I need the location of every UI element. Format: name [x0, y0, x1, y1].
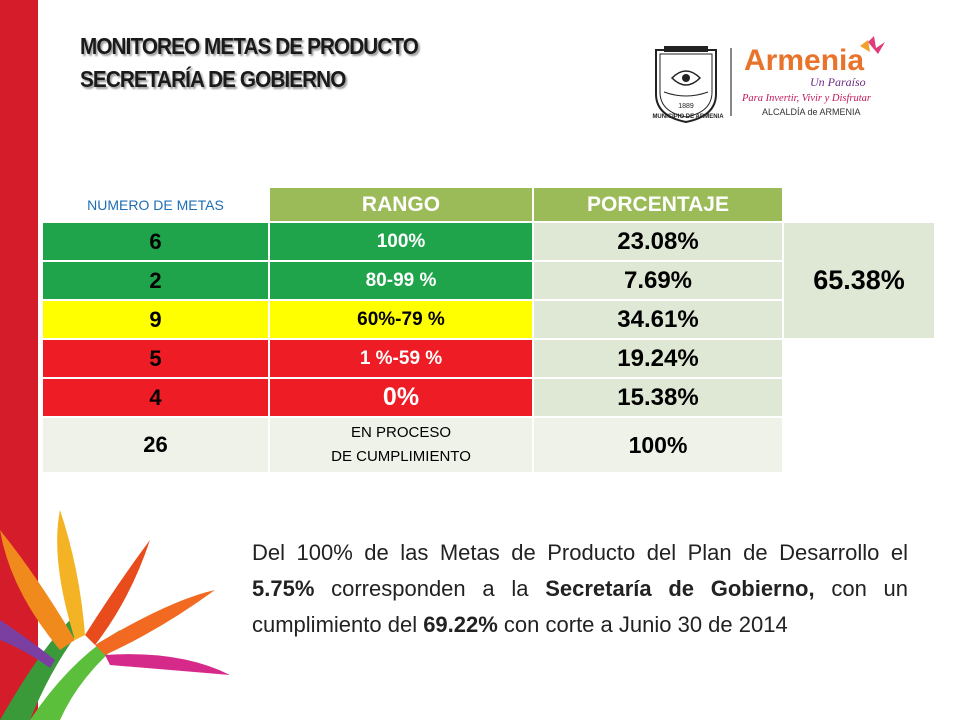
- armenia-brand-logo: Armenia Un Paraíso Para Invertir, Vivir …: [741, 36, 885, 117]
- rango-total-cell: EN PROCESO DE CUMPLIMIENTO: [268, 416, 534, 474]
- table-row: 4 0% 15.38%: [41, 377, 935, 418]
- brand-subtitle: Un Paraíso: [810, 75, 866, 89]
- summary-paragraph: Del 100% de las Metas de Producto del Pl…: [252, 535, 908, 643]
- rango-cell: 60%-79 %: [268, 299, 534, 340]
- para-text-3: con un cumplimiento del: [252, 576, 908, 637]
- bird-of-paradise-decoration: [0, 510, 230, 720]
- table-row: 2 80-99 % 7.69%: [41, 260, 935, 301]
- para-bold-share: 5.75%: [252, 576, 315, 601]
- rango-cell: 0%: [268, 377, 534, 418]
- logo-divider: [730, 48, 732, 116]
- rango-total-line-2: DE CUMPLIMIENTO: [331, 448, 471, 465]
- municipal-seal-logo: 1889: [655, 46, 717, 124]
- rango-cell: 1 %-59 %: [268, 338, 534, 379]
- para-bold-cumplimiento: 69.22%: [423, 612, 498, 637]
- table-row-total: 26 EN PROCESO DE CUMPLIMIENTO 100%: [41, 416, 935, 474]
- header-rango: RANGO: [268, 186, 534, 223]
- metas-table: NUMERO DE METAS RANGO PORCENTAJE 6 100% …: [41, 186, 936, 474]
- para-bold-secretaria: Secretaría de Gobierno,: [545, 576, 815, 601]
- porcentaje-cell: 7.69%: [532, 260, 784, 301]
- brand-tagline: Para Invertir, Vivir y Disfrutar: [741, 93, 872, 104]
- table-row: 9 60%-79 % 34.61%: [41, 299, 935, 340]
- porcentaje-cell: 23.08%: [532, 221, 784, 262]
- metas-cell: 5: [41, 338, 270, 379]
- brand-name: Armenia: [744, 44, 864, 77]
- title-line-1: MONITOREO METAS DE PRODUCTO: [80, 33, 419, 59]
- metas-cell: 6: [41, 221, 270, 262]
- porcentaje-cell: 15.38%: [532, 377, 784, 418]
- porcentaje-total-cell: 100%: [532, 416, 784, 474]
- summary-percentage-cell: 65.38%: [782, 221, 936, 340]
- table-row: 5 1 %-59 % 19.24%: [41, 338, 935, 379]
- header-numero-metas: NUMERO DE METAS: [41, 186, 270, 223]
- metas-cell: 2: [41, 260, 270, 301]
- brand-office: ALCALDÍA de ARMENIA: [762, 107, 861, 117]
- rango-cell: 80-99 %: [268, 260, 534, 301]
- para-text-2: corresponden a la: [314, 576, 546, 601]
- metas-cell: 9: [41, 299, 270, 340]
- rango-cell: 100%: [268, 221, 534, 262]
- porcentaje-cell: 19.24%: [532, 338, 784, 379]
- title-line-2: SECRETARÍA DE GOBIERNO: [80, 66, 346, 92]
- table-header-row: NUMERO DE METAS RANGO PORCENTAJE: [41, 186, 935, 223]
- header-porcentaje: PORCENTAJE: [532, 186, 784, 223]
- rango-total-line-1: EN PROCESO: [350, 424, 452, 441]
- para-text-4: con corte a Junio 30 de 2014: [497, 612, 788, 637]
- page-title: MONITOREO METAS DE PRODUCTO SECRETARÍA D…: [80, 30, 419, 96]
- metas-cell: 4: [41, 377, 270, 418]
- porcentaje-cell: 34.61%: [532, 299, 784, 340]
- seal-caption: MUNICIPIO DE ARMENIA: [652, 114, 724, 120]
- table-row: 6 100% 23.08% 65.38%: [41, 221, 936, 340]
- seal-year: 1889: [678, 103, 694, 110]
- para-text-1: Del 100% de las Metas de Producto del Pl…: [252, 540, 908, 565]
- metas-total-cell: 26: [41, 416, 270, 474]
